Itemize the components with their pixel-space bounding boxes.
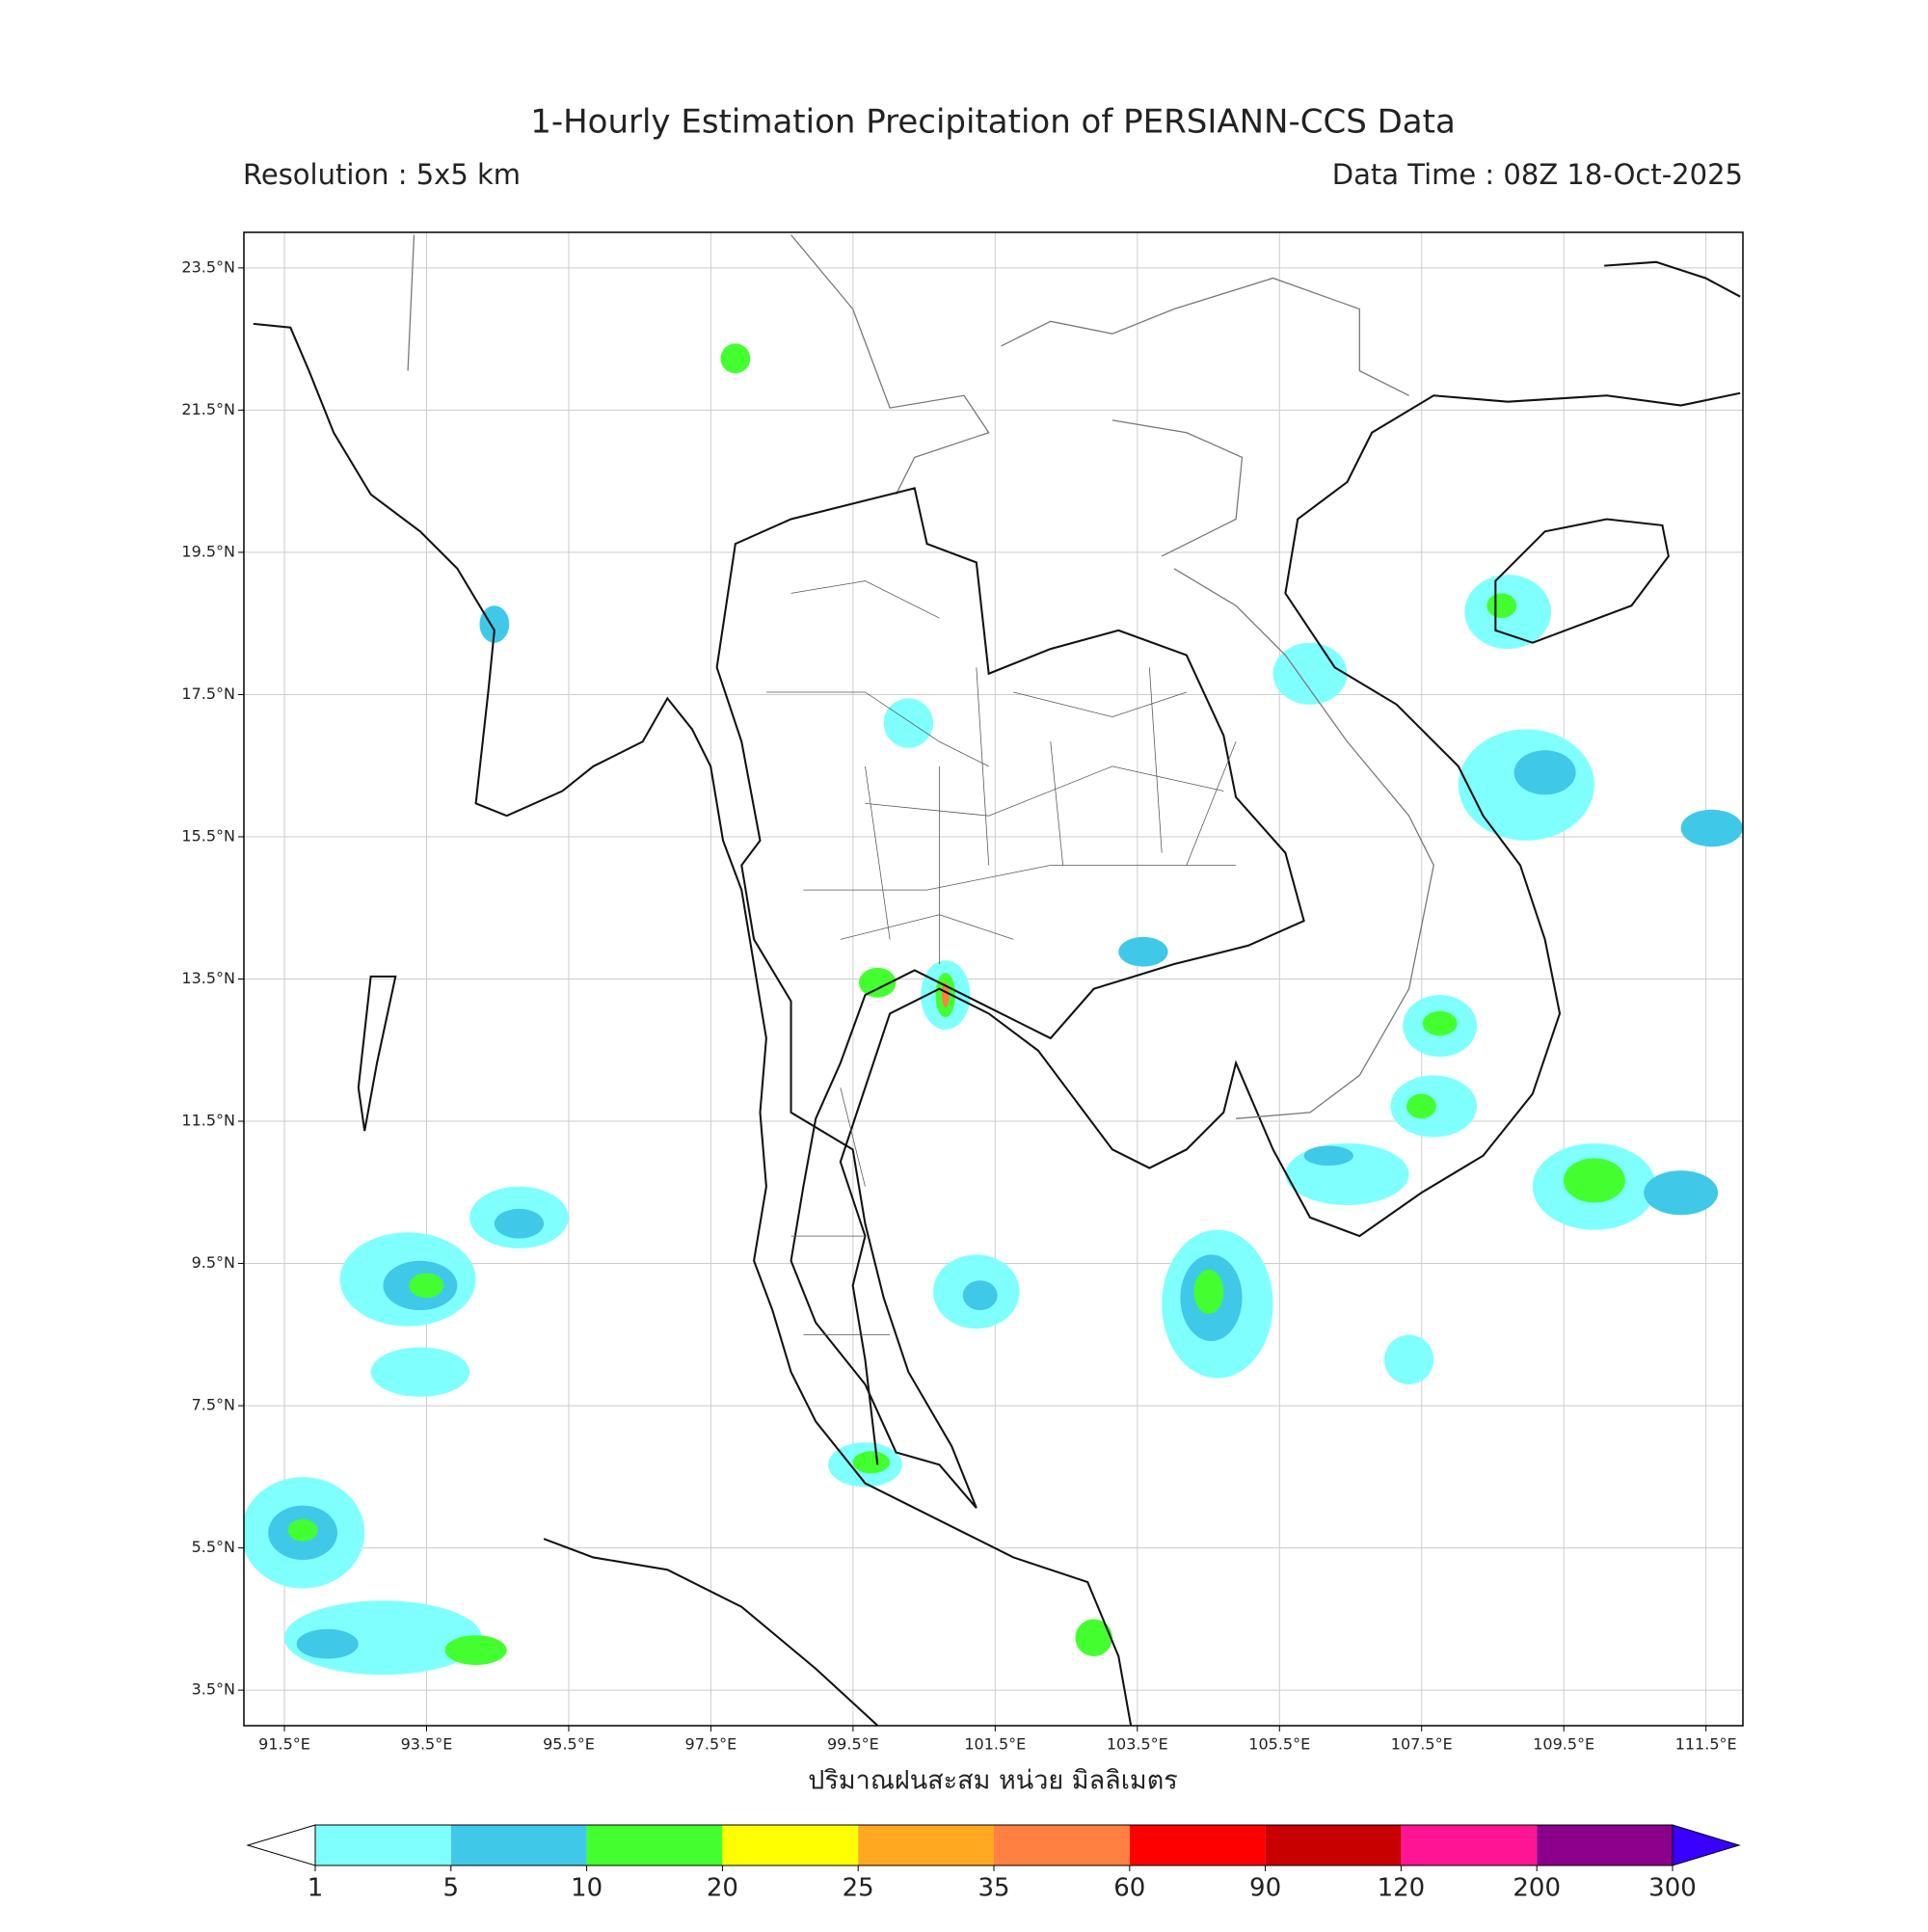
lon-tick-label: 111.5°E [1675,1735,1737,1754]
colorbar-label: 35 [977,1874,1009,1903]
colorbar-label: 120 [1378,1874,1426,1903]
x-axis-label: ปริมาณฝนสะสม หน่วย มิลลิเมตร [808,1766,1178,1796]
colorbar-bin [994,1825,1130,1865]
colorbar-bin [1265,1825,1402,1865]
lat-tick-label: 19.5°N [181,542,235,560]
lon-tick-label: 107.5°E [1391,1735,1453,1754]
colorbar-label: 90 [1249,1874,1281,1903]
colorbar-label: 60 [1113,1874,1145,1903]
lon-tick-label: 109.5°E [1533,1735,1594,1754]
colorbar-bin [1129,1825,1266,1865]
lat-tick-label: 5.5°N [192,1538,235,1556]
colorbar-label: 300 [1648,1874,1697,1903]
colorbar-under [246,1824,316,1866]
colorbar-bin [586,1825,723,1865]
colorbar-over [1672,1824,1741,1866]
resolution: Resolution : 5x5 km [243,158,521,191]
lat-tick-label: 7.5°N [192,1396,235,1414]
colorbar-bin [315,1825,451,1865]
data-time: Data Time : 08Z 18-Oct-2025 [1332,158,1743,191]
lon-tick-label: 105.5°E [1248,1735,1310,1754]
lat-tick-label: 9.5°N [192,1253,235,1272]
colorbar-label: 5 [443,1874,460,1903]
colorbar: 1 5 10 20 25 35 60 90 120 200 300 [246,1824,1741,1903]
graticule [244,232,1743,1726]
lat-tick-label: 13.5°N [181,969,235,987]
colorbar-bin [1537,1825,1673,1865]
lat-tick-label: 11.5°N [181,1112,235,1130]
lon-tick-label: 93.5°E [401,1735,453,1754]
lon-tick-label: 103.5°E [1107,1735,1168,1754]
colorbar-label: 200 [1513,1874,1561,1903]
lat-tick-label: 21.5°N [181,400,235,418]
colorbar-bin [722,1825,859,1865]
lat-tick-label: 23.5°N [181,257,235,276]
lon-tick-label: 99.5°E [827,1735,879,1754]
colorbar-bin [450,1825,587,1865]
colorbar-label: 25 [843,1874,874,1903]
lon-tick-label: 91.5°E [258,1735,310,1754]
colorbar-bin [1401,1825,1538,1865]
lat-tick-label: 15.5°N [181,826,235,845]
colorbar-bin [858,1825,994,1865]
title: 1-Hourly Estimation Precipitation of PER… [530,103,1456,142]
lon-tick-label: 95.5°E [543,1735,595,1754]
lon-tick-label: 101.5°E [964,1735,1026,1754]
map-layer [244,234,1743,1726]
rain-field [244,343,1743,1676]
basemap [253,234,1741,1726]
colorbar-label: 20 [707,1874,738,1903]
lon-tick-label: 97.5°E [685,1735,737,1754]
lat-tick-label: 3.5°N [192,1680,235,1699]
colorbar-label: 1 [308,1874,324,1903]
colorbar-label: 10 [571,1874,602,1903]
lat-tick-label: 17.5°N [181,684,235,703]
